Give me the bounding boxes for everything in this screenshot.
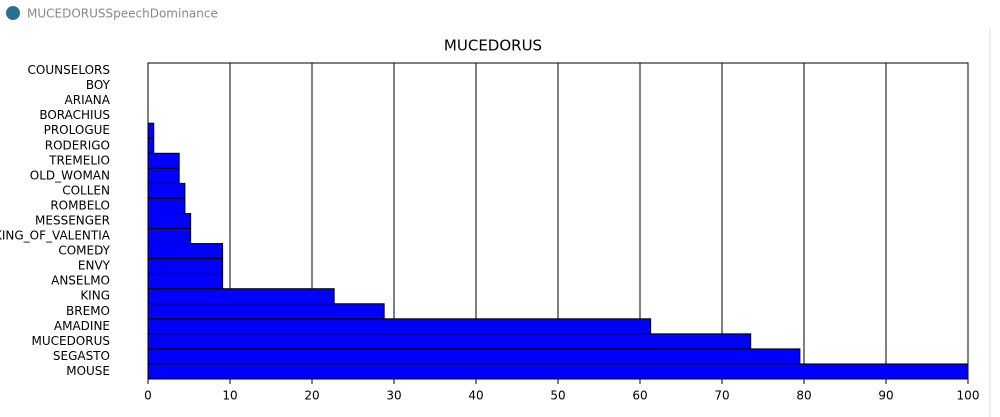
bar bbox=[147, 303, 385, 320]
y-tick-label: KING_OF_VALENTIA bbox=[0, 229, 111, 243]
y-tick-label: COLLEN bbox=[62, 183, 110, 197]
y-tick-label: RODERIGO bbox=[45, 138, 110, 152]
window-title: MUCEDORUSSpeechDominance bbox=[27, 7, 218, 21]
y-tick-label: TREMELIO bbox=[48, 153, 110, 167]
x-tick-label: 60 bbox=[632, 389, 647, 403]
x-tick-label: 30 bbox=[386, 389, 401, 403]
y-tick-label: KING bbox=[80, 289, 110, 303]
bar bbox=[147, 228, 192, 245]
x-tick-label: 40 bbox=[468, 389, 483, 403]
y-tick-label: BORACHIUS bbox=[39, 108, 110, 122]
bar bbox=[147, 212, 192, 230]
y-tick-label: MOUSE bbox=[66, 364, 110, 378]
y-tick-label: ENVY bbox=[78, 259, 111, 273]
y-tick-label: AMADINE bbox=[54, 319, 110, 333]
bar bbox=[147, 243, 224, 260]
y-tick-label: BREMO bbox=[66, 304, 110, 318]
y-tick-label: COMEDY bbox=[58, 244, 110, 258]
app-icon bbox=[6, 6, 20, 20]
y-tick-label: BOY bbox=[86, 78, 111, 92]
bar bbox=[147, 152, 180, 169]
bar bbox=[147, 348, 801, 365]
bar bbox=[147, 182, 186, 199]
bar bbox=[147, 318, 652, 335]
x-tick-label: 50 bbox=[550, 389, 565, 403]
y-tick-label: SEGASTO bbox=[53, 349, 110, 363]
chart-title: MUCEDORUS bbox=[444, 37, 542, 55]
bar bbox=[147, 167, 180, 184]
y-tick-label: PROLOGUE bbox=[44, 123, 110, 137]
x-tick-label: 10 bbox=[222, 389, 237, 403]
x-tick-label: 70 bbox=[714, 389, 729, 403]
bar bbox=[147, 122, 155, 139]
bar bbox=[147, 197, 186, 214]
y-tick-label: ARIANA bbox=[65, 93, 111, 107]
bar bbox=[147, 288, 335, 305]
x-tick-label: 80 bbox=[796, 389, 811, 403]
y-tick-label: COUNSELORS bbox=[28, 63, 110, 77]
bar bbox=[147, 137, 155, 154]
y-tick-label: ANSELMO bbox=[51, 274, 110, 288]
y-tick-label: MUCEDORUS bbox=[31, 334, 110, 348]
bar bbox=[147, 333, 752, 350]
x-tick-label: 90 bbox=[878, 389, 893, 403]
bar bbox=[147, 258, 224, 275]
bar bbox=[147, 273, 224, 290]
y-tick-label: OLD_WOMAN bbox=[30, 168, 110, 182]
bar bbox=[147, 363, 969, 380]
y-tick-label: MESSENGER bbox=[35, 214, 110, 228]
x-tick-label: 0 bbox=[144, 389, 152, 403]
plot-frame bbox=[147, 62, 969, 380]
x-tick-label: 100 bbox=[957, 389, 980, 403]
y-tick-label: ROMBELO bbox=[50, 198, 110, 212]
x-tick-label: 20 bbox=[304, 389, 319, 403]
